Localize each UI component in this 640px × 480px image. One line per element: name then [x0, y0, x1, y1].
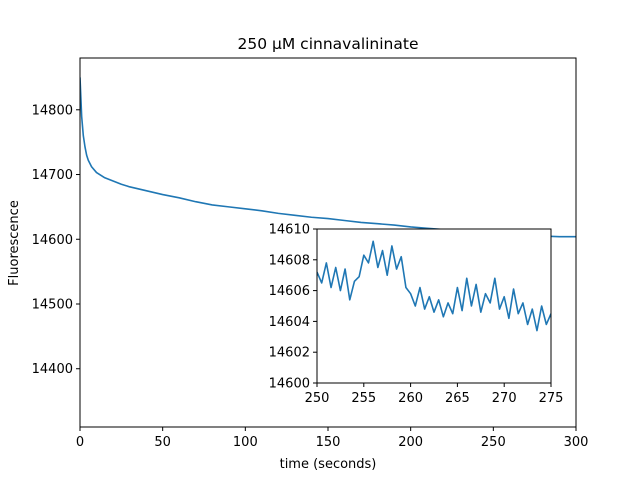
inset-series-layer: [317, 240, 551, 332]
inset-y-tick-label: 14600: [269, 377, 310, 392]
y-axis-label: Fluorescence: [7, 200, 22, 286]
inset-y-tick-label: 14604: [269, 315, 310, 330]
main-y-tick-label: 14600: [32, 233, 73, 248]
inset-x-tick-label: 260: [398, 391, 423, 406]
inset-x-axis: 250 255 260 265 270 275: [305, 383, 564, 406]
main-x-axis: 0 50 100 150 200 250 300: [76, 427, 589, 450]
main-x-tick-label: 150: [316, 435, 341, 450]
inset-y-tick-label: 14608: [269, 253, 310, 268]
main-x-tick-label: 0: [76, 435, 84, 450]
main-x-tick-label: 50: [154, 435, 171, 450]
inset-y-tick-label: 14606: [269, 284, 310, 299]
inset-y-tick-label: 14602: [269, 346, 310, 361]
main-y-tick-label: 14700: [32, 168, 73, 183]
main-x-tick-label: 300: [564, 435, 589, 450]
main-y-tick-label: 14500: [32, 298, 73, 313]
main-y-axis: 14400 14500 14600 14700 14800: [32, 103, 80, 377]
inset-y-axis: 14600 14602 14604 14606 14608 14610: [269, 223, 317, 392]
inset-series-line: [317, 240, 551, 332]
inset-y-tick-label: 14610: [269, 223, 310, 238]
main-y-tick-label: 14800: [32, 103, 73, 118]
inset-x-tick-label: 270: [492, 391, 517, 406]
inset-x-tick-label: 250: [305, 391, 330, 406]
main-x-tick-label: 100: [233, 435, 258, 450]
inset-x-tick-label: 265: [445, 391, 470, 406]
inset-plot-frame: [316, 228, 552, 384]
inset-x-tick-label: 275: [539, 391, 564, 406]
inset-x-tick-label: 255: [351, 391, 376, 406]
chart-title: 250 μM cinnavalininate: [238, 35, 419, 53]
main-x-tick-label: 200: [398, 435, 423, 450]
inset-plot: 250 255 260 265 270 275 146001460214604146061…: [269, 223, 564, 407]
main-y-tick-label: 14400: [32, 362, 73, 377]
x-axis-label: time (seconds): [280, 457, 377, 472]
inset-plot-background: [317, 229, 551, 383]
main-x-tick-label: 250: [481, 435, 506, 450]
